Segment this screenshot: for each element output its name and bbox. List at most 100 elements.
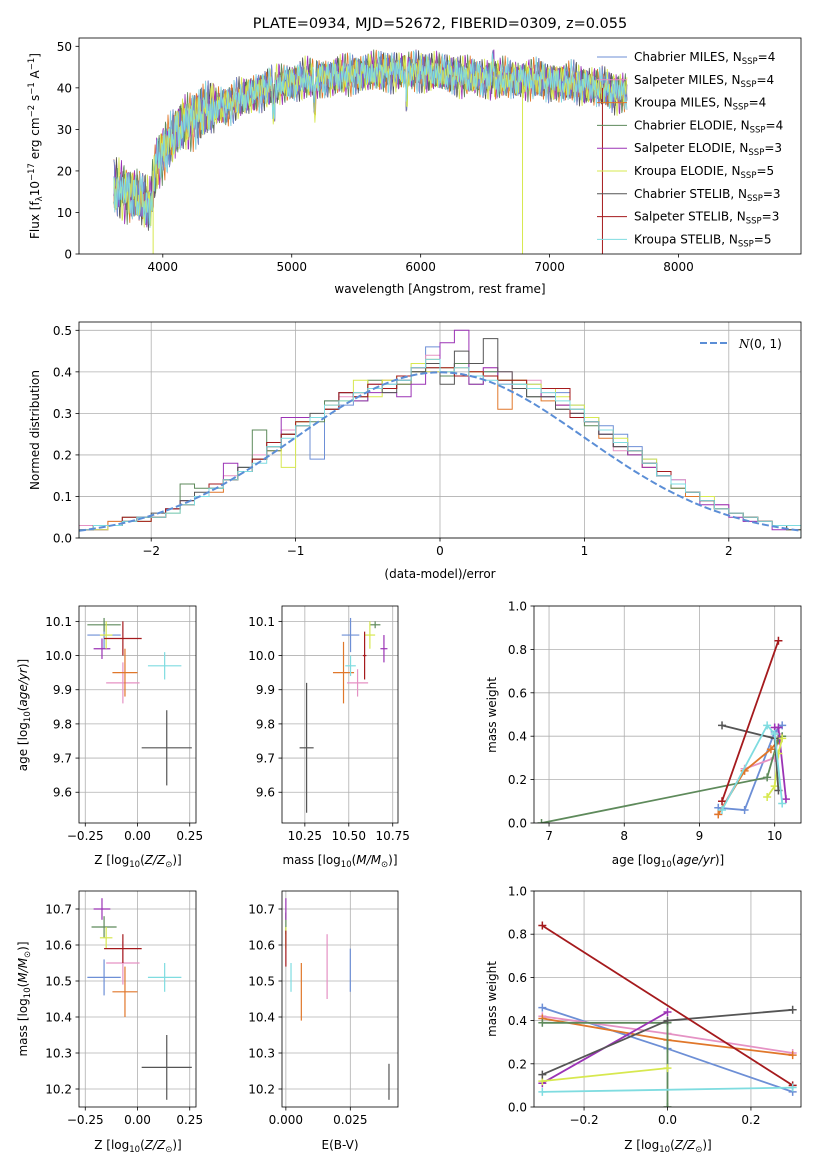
gaussian-reference-curve xyxy=(79,371,801,532)
weight-line-kroupa_stelib xyxy=(721,723,784,811)
axes-age_vs_mass: 10.25 10.50 10.75 9.6 9.7 9.8 9.9 10.0 10.1 xyxy=(248,605,410,843)
y-tick-label: 10.3 xyxy=(248,1047,275,1061)
weight-marker-kroupa_stelib xyxy=(763,721,772,730)
x-tick-label: 0 xyxy=(436,544,444,558)
weight-marker-kroupa_miles xyxy=(766,745,775,754)
y-tick-label: 0.2 xyxy=(53,448,72,462)
x-tick-label: 1 xyxy=(581,544,589,558)
y-tick-label: 9.9 xyxy=(256,683,275,697)
x-tick-label: 10.50 xyxy=(332,829,366,843)
weight-marker-kroupa_elodie xyxy=(778,734,787,743)
axes-frame xyxy=(78,37,802,255)
plot-area xyxy=(285,898,390,1100)
histogram-kroupa_stelib xyxy=(79,358,801,538)
y-tick-label: 10.6 xyxy=(248,939,275,953)
x-tick-label: 0.025 xyxy=(333,1113,367,1127)
weight-marker-chabrier_miles xyxy=(538,1003,547,1012)
axes-mass_vs_ebv: 0.000 0.025 10.2 10.3 10.4 10.5 10.6 10.7 xyxy=(248,890,399,1127)
y-tick-label: 0.6 xyxy=(508,971,527,985)
x-tick-label: 0.2 xyxy=(741,1113,760,1127)
y-tick-label: 9.8 xyxy=(53,717,72,731)
x-tick-label: 0.000 xyxy=(269,1113,303,1127)
axes-frame-group: −0.25 0.00 0.25 10.2 10.3 10.4 10.5 10.6 10.7 xyxy=(45,890,203,1127)
y-tick-label: 0.4 xyxy=(508,1014,527,1028)
plot-area xyxy=(299,617,388,813)
x-axis-label-weight-vs-age: age [log10(age/yr)] xyxy=(612,853,724,870)
y-tick-label: 9.6 xyxy=(256,786,275,800)
weight-line-salpeter_stelib xyxy=(541,924,794,1087)
y-tick-label: 0.3 xyxy=(53,407,72,421)
figure-title: PLATE=0934, MJD=52672, FIBERID=0309, z=0… xyxy=(253,16,627,32)
legend-label-kroupa_miles: Kroupa MILES, NSSP=4 xyxy=(634,96,766,113)
x-tick-label: 10.25 xyxy=(288,829,322,843)
legend-label-salpeter_stelib: Salpeter STELIB, NSSP=3 xyxy=(634,210,779,227)
spectrum-line-kroupa_elodie xyxy=(113,50,628,228)
y-tick-label: 10.1 xyxy=(45,615,72,629)
x-tick-label: −0.25 xyxy=(67,1113,104,1127)
x-tick-label: −0.25 xyxy=(67,829,104,843)
y-tick-label: 0.4 xyxy=(53,365,72,379)
x-axis-label-residuals: (data-model)/error xyxy=(384,567,495,581)
x-axis-label-weight-vs-Z: Z [log10(Z/Z⊙)] xyxy=(624,1138,712,1155)
x-tick-label: 0.25 xyxy=(176,829,203,843)
legend-label-salpeter_miles: Salpeter MILES, NSSP=4 xyxy=(634,73,774,90)
legend-label-salpeter_elodie: Salpeter ELODIE, NSSP=3 xyxy=(634,141,782,158)
weight-marker-chabrier_elodie xyxy=(663,1103,672,1107)
plot-area xyxy=(113,49,628,254)
weight-marker-kroupa_miles xyxy=(714,810,723,819)
axes-age_vs_Z: −0.25 0.00 0.25 9.6 9.7 9.8 9.9 10.0 10.1 xyxy=(45,605,203,843)
weight-marker-kroupa_elodie xyxy=(763,792,772,801)
weight-line-chabrier_elodie xyxy=(542,1021,669,1107)
y-axis-label-age-vs-Z: age [log10(age/yr)] xyxy=(16,659,33,771)
axes-spectrum: 4000 5000 6000 7000 8000 0 10 20 30 40 50 Chabrier … xyxy=(57,37,802,274)
x-tick-label: 0.00 xyxy=(124,1113,151,1127)
y-tick-label: 10.3 xyxy=(45,1047,72,1061)
y-tick-label: 0.0 xyxy=(508,817,527,831)
weight-marker-kroupa_stelib xyxy=(718,805,727,814)
weight-marker-salpeter_stelib xyxy=(718,797,727,806)
axes-frame-group: 4000 5000 6000 7000 8000 0 10 20 30 40 50 Chabrier … xyxy=(57,37,802,274)
y-tick-label: 10.0 xyxy=(248,649,275,663)
y-axis-label-mass-vs-Z: mass [log10(M/M⊙)] xyxy=(16,941,33,1056)
weight-marker-kroupa_stelib xyxy=(778,799,787,808)
x-tick-label: 0.0 xyxy=(658,1113,677,1127)
y-tick-label: 0.0 xyxy=(53,532,72,546)
y-tick-label: 0.8 xyxy=(508,928,527,942)
weight-marker-kroupa_stelib xyxy=(770,730,779,739)
x-tick-label: 8000 xyxy=(663,260,694,274)
y-tick-label: 10.2 xyxy=(45,1083,72,1097)
plot-area xyxy=(537,636,790,823)
weight-marker-chabrier_stelib xyxy=(718,721,727,730)
y-tick-label: 0.5 xyxy=(53,324,72,338)
x-tick-label: 6000 xyxy=(405,260,436,274)
y-tick-label: 50 xyxy=(57,40,72,54)
legend-label-chabrier_stelib: Chabrier STELIB, NSSP=3 xyxy=(634,187,781,204)
weight-marker-chabrier_elodie xyxy=(538,1018,547,1027)
axes-frame-group: 7 8 9 10 0.0 0.2 0.4 0.6 0.8 1.0 xyxy=(508,600,802,843)
legend-label-chabrier_miles: Chabrier MILES, NSSP=4 xyxy=(634,50,775,67)
axes-mass_weight_vs_age: 7 8 9 10 0.0 0.2 0.4 0.6 0.8 1.0 xyxy=(508,600,802,843)
weight-marker-salpeter_elodie xyxy=(774,723,783,732)
axes-frame-group: −2 −1 0 1 2 0.0 0.1 0.2 0.3 0.4 0.5 N(0, 1) xyxy=(53,321,802,558)
x-tick-label: 2 xyxy=(725,544,733,558)
y-tick-label: 10.0 xyxy=(45,649,72,663)
y-tick-label: 0.1 xyxy=(53,490,72,504)
y-tick-label: 10.7 xyxy=(248,903,275,917)
x-axis-label-age-vs-mass: mass [log10(M/M⊙)] xyxy=(282,853,397,870)
y-axis-label-spectrum: Flux [fλ10−17 erg cm−2 s−1 A−1] xyxy=(27,53,45,239)
weight-marker-chabrier_elodie xyxy=(763,773,772,782)
weight-marker-kroupa_stelib xyxy=(788,1083,797,1092)
y-tick-label: 10.7 xyxy=(45,903,72,917)
x-tick-label: 7000 xyxy=(534,260,565,274)
axes-mass_weight_vs_Z: −0.2 0.0 0.2 0.0 0.2 0.4 0.6 0.8 1.0 xyxy=(508,885,802,1127)
x-tick-label: 4000 xyxy=(148,260,179,274)
weight-marker-kroupa_stelib xyxy=(538,1087,547,1096)
axes-frame-group: 10.25 10.50 10.75 9.6 9.7 9.8 9.9 10.0 10.1 xyxy=(248,605,410,843)
x-tick-label: 0.00 xyxy=(124,829,151,843)
plot-area xyxy=(87,617,192,786)
weight-marker-kroupa_elodie xyxy=(663,1064,672,1073)
y-tick-label: 1.0 xyxy=(508,600,527,614)
x-tick-label: −1 xyxy=(287,544,305,558)
x-tick-label: 0.25 xyxy=(176,1113,203,1127)
